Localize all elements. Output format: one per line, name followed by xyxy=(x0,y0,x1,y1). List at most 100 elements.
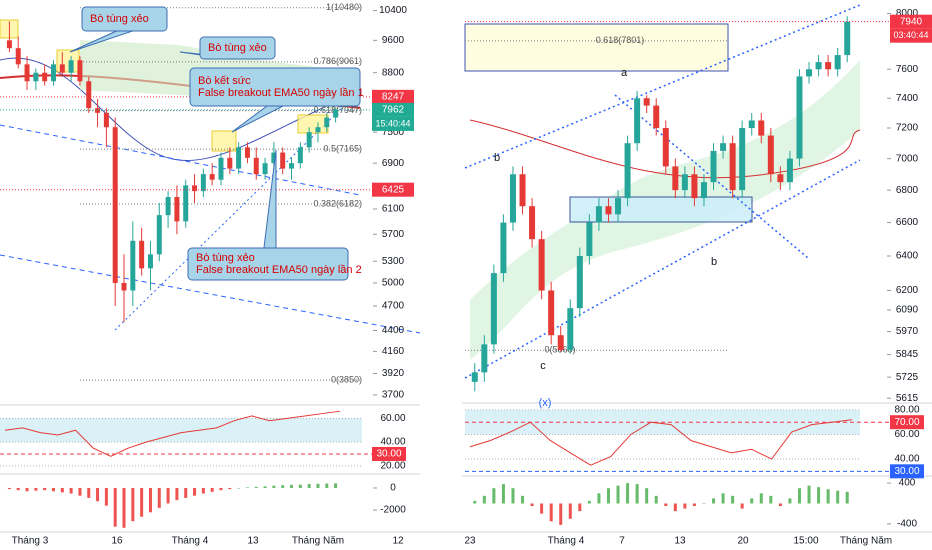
macd-bar xyxy=(78,487,82,496)
candle-body xyxy=(192,185,198,192)
macd-bar xyxy=(148,487,152,513)
rsi-tick-label: 40.00 xyxy=(894,454,919,465)
macd-bar xyxy=(807,485,811,504)
candle-body xyxy=(112,127,118,283)
macd-bar xyxy=(559,503,563,525)
fib-label: 0.382(6182) xyxy=(313,198,362,208)
rsi-tick-label: 80.00 xyxy=(894,405,919,416)
macd-bar xyxy=(325,483,329,488)
x-tick-label: 15:00 xyxy=(793,536,818,547)
y-tick-label: 7400 xyxy=(896,93,919,104)
rsi-tag-label: 70.00 xyxy=(894,417,919,428)
macd-bar xyxy=(692,503,696,507)
countdown-tag xyxy=(890,28,932,43)
candle-body xyxy=(280,152,286,169)
y-tick-label: 8000 xyxy=(896,8,919,19)
macd-bar xyxy=(626,483,630,504)
macd-bar xyxy=(122,487,126,528)
x-tick-label: Tháng 4 xyxy=(172,536,209,547)
x-tick-label: 12 xyxy=(392,536,404,547)
x-tick-label: 13 xyxy=(247,536,259,547)
candle-body xyxy=(42,72,48,82)
x-tick-label: 20 xyxy=(737,536,749,547)
candle-body xyxy=(557,335,564,350)
candle-body xyxy=(825,62,832,70)
y-tick-label: 3700 xyxy=(382,390,405,401)
candle-body xyxy=(200,174,206,192)
macd-bar xyxy=(817,487,821,504)
x-tick-label: Tháng Năm xyxy=(292,536,344,547)
macd-bar xyxy=(87,487,91,498)
y-tick-label: 5700 xyxy=(382,229,405,240)
candle-body xyxy=(236,147,242,169)
y-tick-label: 6900 xyxy=(382,158,405,169)
macd-bar xyxy=(219,487,223,491)
candle-body xyxy=(720,143,727,151)
y-tick-label: 10400 xyxy=(379,5,407,16)
macd-bar xyxy=(635,484,639,504)
callout xyxy=(187,247,349,281)
rsi-line xyxy=(4,410,341,457)
candle-body xyxy=(227,157,233,169)
candle-body xyxy=(471,372,478,382)
fib-label: 0.786(9061) xyxy=(313,56,362,66)
candle-body xyxy=(481,344,488,373)
candle-body xyxy=(567,308,574,350)
candle-body xyxy=(253,157,259,175)
fib-box xyxy=(464,23,729,72)
candle-body xyxy=(209,174,215,180)
y-tick-label: 6800 xyxy=(896,185,919,196)
price-tag xyxy=(890,14,932,29)
macd-bar xyxy=(521,495,525,504)
callout-text: Bò tùng xẻo xyxy=(90,13,149,25)
y-tick-label: 7600 xyxy=(896,64,919,75)
candle-body xyxy=(86,81,92,109)
macd-bar xyxy=(836,490,840,504)
wave-label: c xyxy=(540,360,546,372)
price-tag-label: 8247 xyxy=(382,91,405,102)
candle-body xyxy=(174,197,180,222)
macd-bar xyxy=(740,503,744,509)
macd-bar xyxy=(501,484,505,504)
candle-body xyxy=(529,206,536,240)
macd-bar xyxy=(184,487,188,498)
countdown: 03:40:44 xyxy=(893,30,928,40)
macd-bar xyxy=(511,488,515,504)
candle-body xyxy=(500,222,507,274)
x-tick-label: Tháng 3 xyxy=(12,536,49,547)
y-tick-label: 7000 xyxy=(896,153,919,164)
macd-bar xyxy=(759,493,763,504)
macd-bar xyxy=(702,503,706,504)
price-tag-label: 7962 xyxy=(382,105,405,116)
macd-bar xyxy=(778,503,782,507)
price-tag xyxy=(372,182,414,197)
y-tick-label: 7200 xyxy=(896,123,919,134)
callout-text: Bò kết sức xyxy=(198,75,251,87)
macd-bar xyxy=(69,487,73,494)
macd-bar xyxy=(298,484,302,488)
rsi-tick-label: 40.00 xyxy=(380,437,405,448)
y-tick-label: 3920 xyxy=(382,368,405,379)
candle-body xyxy=(672,166,679,191)
candle-body xyxy=(297,147,303,164)
rsi-tag xyxy=(372,446,406,461)
macd-bar xyxy=(166,487,170,504)
macd-bar xyxy=(540,503,544,514)
rsi-tick-label: 60.00 xyxy=(894,429,919,440)
candle-body xyxy=(595,206,602,223)
fib-label: 0.618(7801) xyxy=(596,35,645,45)
trendline xyxy=(464,159,861,379)
candle-body xyxy=(6,40,12,49)
candle-body xyxy=(691,174,698,199)
macd-tick-label: 400 xyxy=(899,478,916,489)
fib-label: 0.5(7165) xyxy=(323,144,362,154)
macd-bar xyxy=(769,495,773,504)
countdown: 15:40:44 xyxy=(375,118,410,128)
candle-body xyxy=(786,158,793,183)
y-tick-label: 4700 xyxy=(382,301,405,312)
macd-bar xyxy=(34,487,38,491)
x-tick-label: Tháng Năm xyxy=(840,536,892,547)
candle-body xyxy=(806,69,813,77)
candle-body xyxy=(139,240,145,269)
